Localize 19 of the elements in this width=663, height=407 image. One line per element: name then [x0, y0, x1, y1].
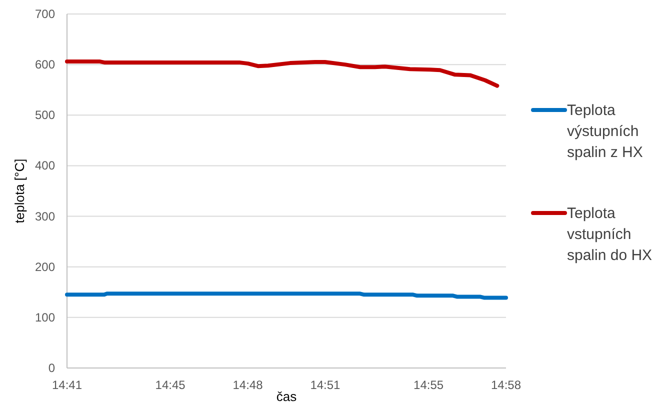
- x-tick-label: 14:48: [232, 378, 264, 392]
- y-tick-label: 100: [34, 310, 56, 324]
- x-tick-label: 14:45: [155, 378, 186, 392]
- y-tick-label: 500: [34, 108, 56, 122]
- legend-label: Teplota vstupních spalin do HX: [567, 205, 652, 264]
- x-tick-label: 14:58: [490, 378, 522, 392]
- y-tick-label: 300: [34, 209, 56, 224]
- x-tick-label: 14:51: [310, 378, 341, 392]
- x-tick-label: 14:55: [414, 378, 444, 392]
- legend-label: Teplota výstupních spalin z HX: [567, 102, 643, 161]
- x-axis-title: čas: [276, 389, 298, 404]
- x-tick-label: 14:41: [52, 378, 82, 392]
- y-tick-label: 700: [34, 7, 56, 21]
- y-tick-label: 200: [34, 260, 56, 274]
- y-tick-label: 400: [34, 158, 56, 173]
- y-tick-label: 600: [34, 58, 56, 72]
- line-series: [65, 60, 500, 88]
- y-axis-title: teplota [°C]: [12, 158, 27, 224]
- y-tick-label: 0: [48, 361, 56, 375]
